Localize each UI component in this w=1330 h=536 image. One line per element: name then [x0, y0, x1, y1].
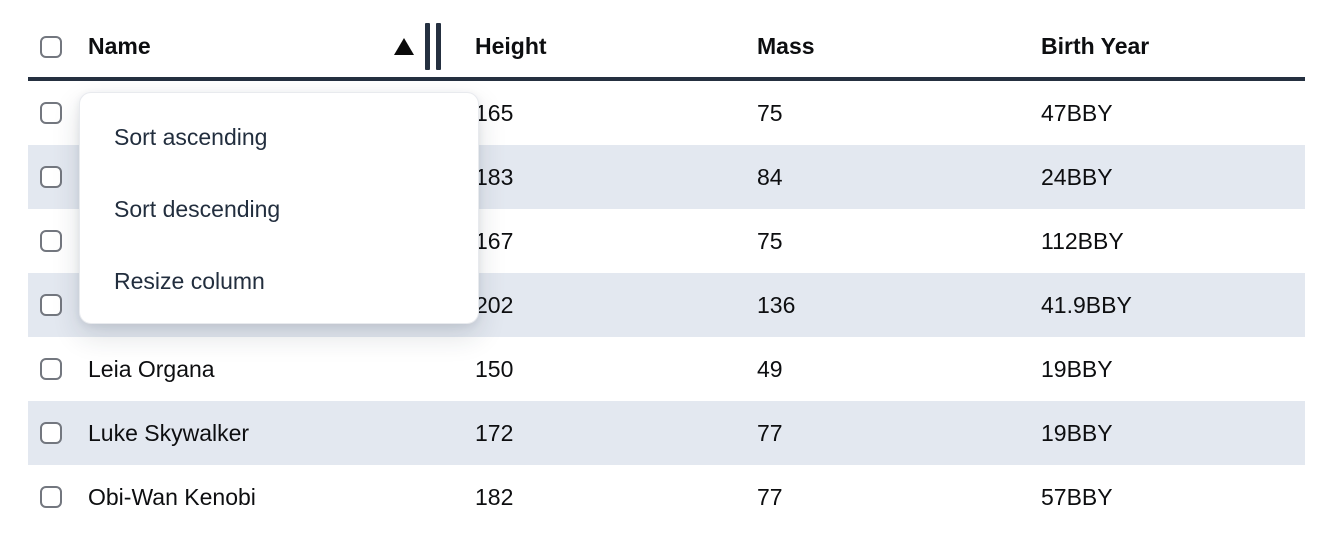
data-table: Name Height Mass Birth Year 165 75 47BBY… [28, 0, 1305, 508]
column-header-height-label: Height [475, 33, 547, 59]
row-checkbox[interactable] [40, 166, 62, 188]
row-checkbox[interactable] [40, 358, 62, 380]
birth-year-cell: 57BBY [1041, 483, 1113, 509]
menu-item-resize-column[interactable]: Resize column [114, 267, 265, 294]
column-header-birth-year-label: Birth Year [1041, 33, 1150, 59]
height-cell: 182 [475, 483, 514, 509]
row-checkbox[interactable] [40, 102, 62, 124]
mass-cell: 77 [757, 419, 783, 446]
row-checkbox[interactable] [40, 230, 62, 252]
name-cell: Obi-Wan Kenobi [88, 483, 256, 509]
height-cell: 183 [475, 163, 514, 190]
height-cell: 150 [475, 355, 514, 382]
column-context-menu: Sort ascending Sort descending Resize co… [79, 92, 479, 324]
column-resize-handle[interactable] [425, 23, 441, 70]
birth-year-cell: 47BBY [1041, 99, 1113, 126]
mass-cell: 77 [757, 483, 783, 509]
menu-item-sort-descending[interactable]: Sort descending [114, 195, 281, 222]
mass-cell: 49 [757, 355, 783, 382]
column-header-mass-label: Mass [757, 33, 815, 59]
height-cell: 172 [475, 419, 514, 446]
name-cell: Leia Organa [88, 355, 215, 382]
select-all-checkbox[interactable] [40, 35, 62, 58]
table-row[interactable]: Obi-Wan Kenobi 182 77 57BBY [28, 465, 1305, 508]
sort-ascending-icon [394, 38, 414, 55]
table-header-row: Name Height Mass Birth Year [28, 0, 1305, 81]
name-cell: Luke Skywalker [88, 419, 250, 446]
birth-year-cell: 112BBY [1041, 227, 1124, 254]
column-header-mass[interactable]: Mass [757, 16, 1041, 77]
birth-year-cell: 41.9BBY [1041, 291, 1132, 318]
birth-year-cell: 19BBY [1041, 355, 1113, 382]
height-cell: 167 [475, 227, 514, 254]
column-header-name-label: Name [88, 33, 151, 59]
select-all-cell [28, 16, 88, 77]
table-row[interactable]: Leia Organa 150 49 19BBY [28, 337, 1305, 401]
row-checkbox[interactable] [40, 422, 62, 444]
birth-year-cell: 19BBY [1041, 419, 1113, 446]
menu-item-sort-ascending[interactable]: Sort ascending [114, 123, 268, 150]
height-cell: 202 [475, 291, 514, 318]
mass-cell: 75 [757, 99, 783, 126]
row-checkbox[interactable] [40, 486, 62, 508]
height-cell: 165 [475, 99, 514, 126]
birth-year-cell: 24BBY [1041, 163, 1113, 190]
mass-cell: 84 [757, 163, 783, 190]
table-row[interactable]: Luke Skywalker 172 77 19BBY [28, 401, 1305, 465]
column-header-height[interactable]: Height [475, 16, 757, 77]
column-header-birth-year[interactable]: Birth Year [1041, 16, 1305, 77]
resize-bar-icon [425, 23, 430, 70]
mass-cell: 75 [757, 227, 783, 254]
row-checkbox[interactable] [40, 294, 62, 316]
resize-bar-icon [436, 23, 441, 70]
mass-cell: 136 [757, 291, 796, 318]
column-header-name[interactable]: Name [88, 16, 475, 77]
